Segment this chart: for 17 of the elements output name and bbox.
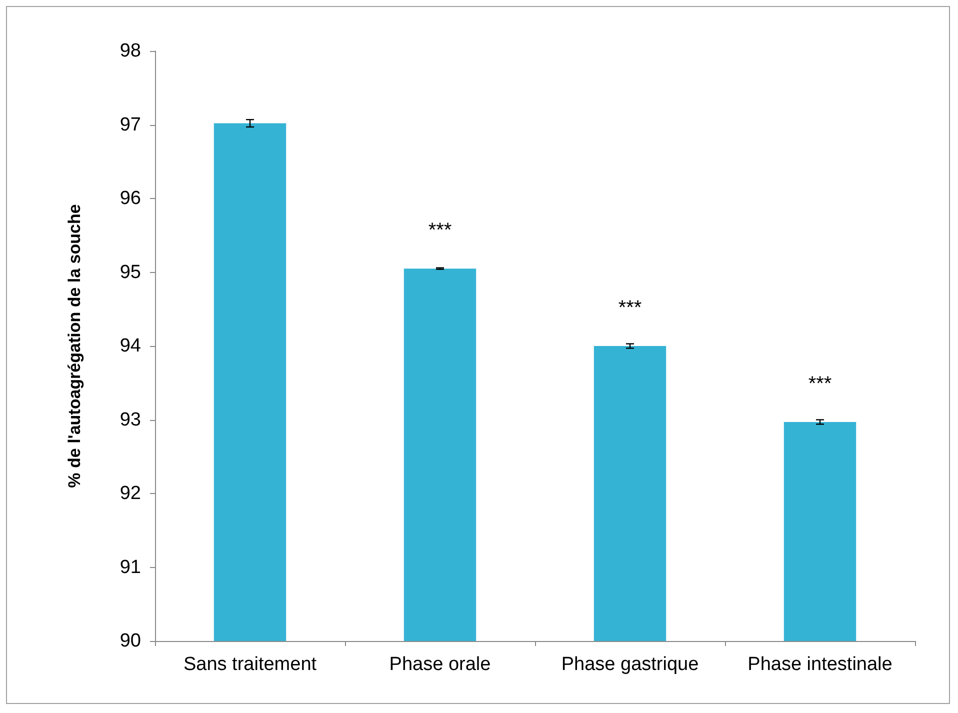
y-axis-title: % de l'autoagrégation de la souche (65, 204, 84, 488)
y-tick-label: 97 (120, 114, 141, 136)
x-tick-label: Phase gastrique (561, 654, 699, 675)
y-tick-label: 96 (120, 188, 141, 209)
x-tick-label: Phase intestinale (748, 654, 892, 675)
y-tick-label: 98 (120, 40, 141, 62)
y-tick-label: 91 (120, 556, 141, 578)
y-tick-label: 90 (120, 630, 141, 652)
x-tick-label: Phase orale (389, 654, 491, 675)
y-tick-label: 94 (120, 336, 142, 356)
y-tick-label: 95 (120, 262, 141, 283)
y-tick-label: 93 (120, 409, 141, 430)
x-tick-label: Sans traitement (183, 654, 318, 675)
annotation: *** (618, 297, 642, 319)
y-tick-label: 92 (120, 483, 141, 504)
annotation: *** (428, 220, 452, 242)
annotation: *** (808, 372, 832, 395)
